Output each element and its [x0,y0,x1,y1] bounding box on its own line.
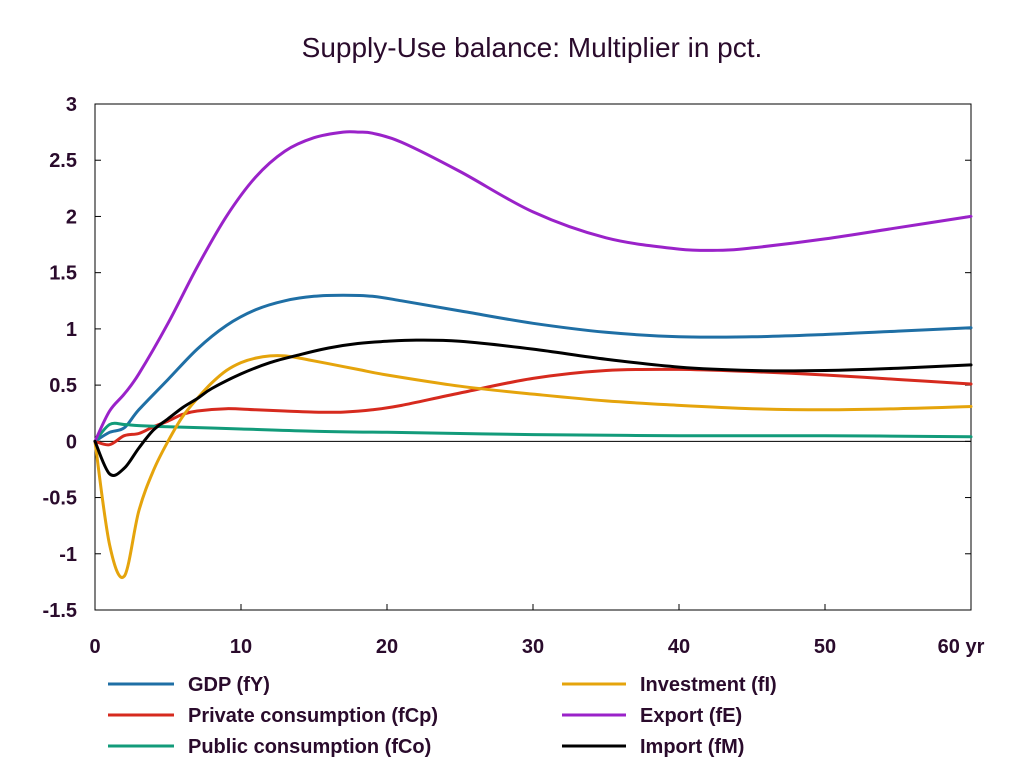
legend: GDP (fY) Private consumption (fCp) Public … [108,674,777,758]
y-tick-label: -1.5 [43,600,77,622]
legend-label-private-consumption-fcp: Private consumption (fCp) [188,705,438,727]
series-line-public-consumption-fco [93,421,973,443]
y-tick-label: -1 [59,544,77,566]
legend-label-gdp-fy: GDP (fY) [188,674,270,696]
series-lines [93,130,973,579]
x-tick-label: 30 [522,636,544,658]
x-tick-label: 50 [814,636,836,658]
series-line-import-fm [93,338,973,478]
x-tick-label: 40 [668,636,690,658]
y-tick-label: 1.5 [49,263,77,285]
x-tick-label: 10 [230,636,252,658]
y-tick-label: 3 [66,94,77,116]
series-line-gdp-fy [93,293,973,443]
series-line-investment-fi [93,354,973,579]
axes: 3 2.5 2 1.5 1 0.5 0 -0.5 -1 -1.5 0 10 20 30 40 50 60 yr [43,94,985,658]
y-tick-label: 0.5 [49,375,77,397]
y-tick-label: -0.5 [43,488,77,510]
y-tick-label: 2 [66,206,77,228]
legend-label-investment-fi: Investment (fI) [640,674,777,696]
x-tick-label: 60 yr [938,636,985,658]
x-tick-label: 20 [376,636,398,658]
plot-frame [94,103,972,611]
legend-label-import-fm: Import (fM) [640,736,744,758]
y-tick-label: 2.5 [49,150,77,172]
legend-label-export-fe: Export (fE) [640,705,742,727]
y-tick-label: 0 [66,431,77,453]
chart-title: Supply-Use balance: Multiplier in pct. [301,32,763,63]
series-line-export-fe [93,130,973,443]
legend-label-public-consumption-fco: Public consumption (fCo) [188,736,431,758]
y-tick-label: 1 [66,319,77,341]
x-tick-label: 0 [89,636,100,658]
